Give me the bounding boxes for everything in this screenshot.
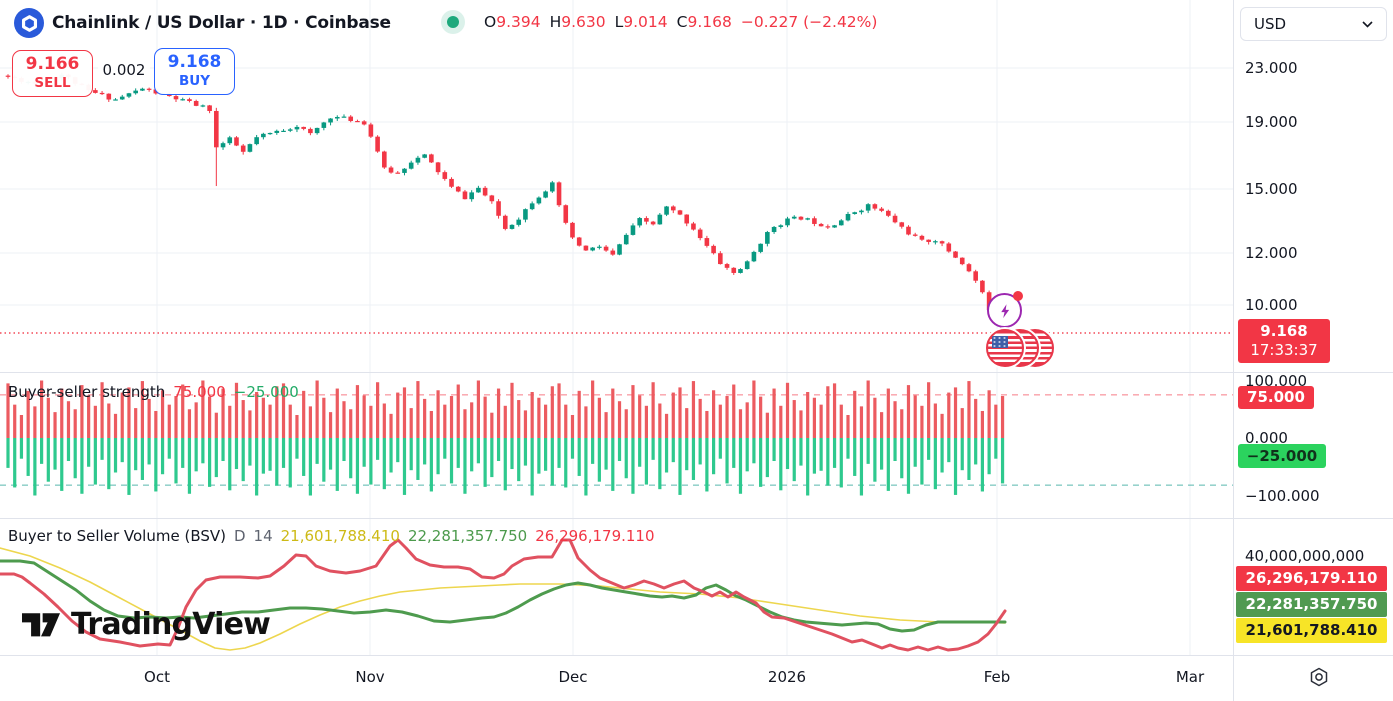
time-tick: 2026 xyxy=(767,668,807,686)
scale-settings-gear-icon[interactable] xyxy=(1307,665,1331,689)
economic-events-us-flag-icons[interactable] xyxy=(986,329,1056,368)
bsv-value-green: 22,281,357.750 xyxy=(407,527,528,545)
sell-label: SELL xyxy=(34,75,71,91)
time-axis-border xyxy=(0,655,1393,656)
event-lightning-icon[interactable] xyxy=(987,291,1023,328)
last-price: 9.168 xyxy=(1260,322,1308,340)
price-axis-border xyxy=(1233,0,1234,701)
bsv-title: Buyer to Seller Volume (BSV) xyxy=(8,527,226,545)
chart-canvas[interactable] xyxy=(0,0,1233,655)
bar-countdown: 17:33:37 xyxy=(1250,341,1318,359)
spread-value: 0.002 xyxy=(98,61,150,79)
event-alert-dot xyxy=(1013,291,1023,301)
currency-value: USD xyxy=(1254,15,1287,33)
price-tick: 12.000 xyxy=(1245,244,1298,262)
strength-lower-value: −25.000 xyxy=(233,383,299,401)
buy-price: 9.168 xyxy=(167,52,222,72)
buy-button[interactable]: 9.168 BUY xyxy=(154,48,235,95)
symbol-title[interactable]: Chainlink / US Dollar · 1D · Coinbase xyxy=(52,13,391,33)
high-label: H xyxy=(549,13,562,31)
strength-tick: −100.000 xyxy=(1245,487,1320,505)
close-value: 9.168 xyxy=(687,13,732,31)
price-tick: 10.000 xyxy=(1245,296,1298,314)
bsv-tick: 40,000,000,000 xyxy=(1245,547,1365,565)
change-value: −0.227 (−2.42%) xyxy=(740,13,878,31)
symbol-header[interactable]: Chainlink / US Dollar · 1D · Coinbase xyxy=(14,8,391,38)
price-tick: 19.000 xyxy=(1245,113,1298,131)
price-tick: 15.000 xyxy=(1245,180,1298,198)
low-value: 9.014 xyxy=(623,13,668,31)
price-tick: 23.000 xyxy=(1245,59,1298,77)
close-label: C xyxy=(676,13,688,31)
open-value: 9.394 xyxy=(496,13,541,31)
strength-tick: 0.000 xyxy=(1245,429,1288,447)
tradingview-logo-icon xyxy=(22,613,60,637)
sell-button[interactable]: 9.166 SELL xyxy=(12,50,93,97)
strength-indicator-legend[interactable]: Buyer-seller strength 75.000 −25.000 xyxy=(8,383,299,401)
strength-title: Buyer-seller strength xyxy=(8,383,166,401)
bsv-value-red: 26,296,179.110 xyxy=(535,527,655,545)
strength-tick: 100.000 xyxy=(1245,372,1308,390)
buy-label: BUY xyxy=(178,73,211,89)
market-status-icon[interactable] xyxy=(447,16,459,28)
currency-dropdown[interactable]: USD xyxy=(1240,7,1387,41)
time-tick: Dec xyxy=(558,668,588,686)
time-tick: Oct xyxy=(144,668,170,686)
strength-lower-badge: −25.000 xyxy=(1238,444,1326,468)
tradingview-watermark: TradingView xyxy=(20,605,271,643)
high-value: 9.630 xyxy=(561,13,606,31)
time-tick: Feb xyxy=(983,668,1011,686)
bsv-red-badge: 26,296,179.110 xyxy=(1236,566,1387,591)
chevron-down-icon xyxy=(1362,20,1373,28)
pane-divider[interactable] xyxy=(0,372,1393,373)
low-label: L xyxy=(614,13,624,31)
pane-divider[interactable] xyxy=(0,518,1393,519)
time-tick: Nov xyxy=(355,668,385,686)
bsv-timeframe: D xyxy=(233,527,246,545)
last-price-badge: 9.168 17:33:37 xyxy=(1238,319,1330,363)
bsv-length: 14 xyxy=(253,527,273,545)
open-label: O xyxy=(484,13,497,31)
sell-price: 9.166 xyxy=(25,54,80,74)
strength-upper-badge: 75.000 xyxy=(1238,386,1314,409)
ohlc-values: O9.394 H9.630 L9.014 C9.168 −0.227 (−2.4… xyxy=(484,13,877,31)
chainlink-logo-icon xyxy=(14,8,44,38)
bsv-value-yellow: 21,601,788.410 xyxy=(280,527,400,545)
time-tick: Mar xyxy=(1175,668,1205,686)
bsv-indicator-legend[interactable]: Buyer to Seller Volume (BSV) D 14 21,601… xyxy=(8,527,655,545)
strength-upper-value: 75.000 xyxy=(173,383,226,401)
us-flag-icon xyxy=(986,329,1024,367)
bsv-green-badge: 22,281,357.750 xyxy=(1236,592,1387,617)
watermark-text: TradingView xyxy=(71,606,271,642)
bsv-yellow-badge: 21,601,788.410 xyxy=(1236,618,1387,643)
